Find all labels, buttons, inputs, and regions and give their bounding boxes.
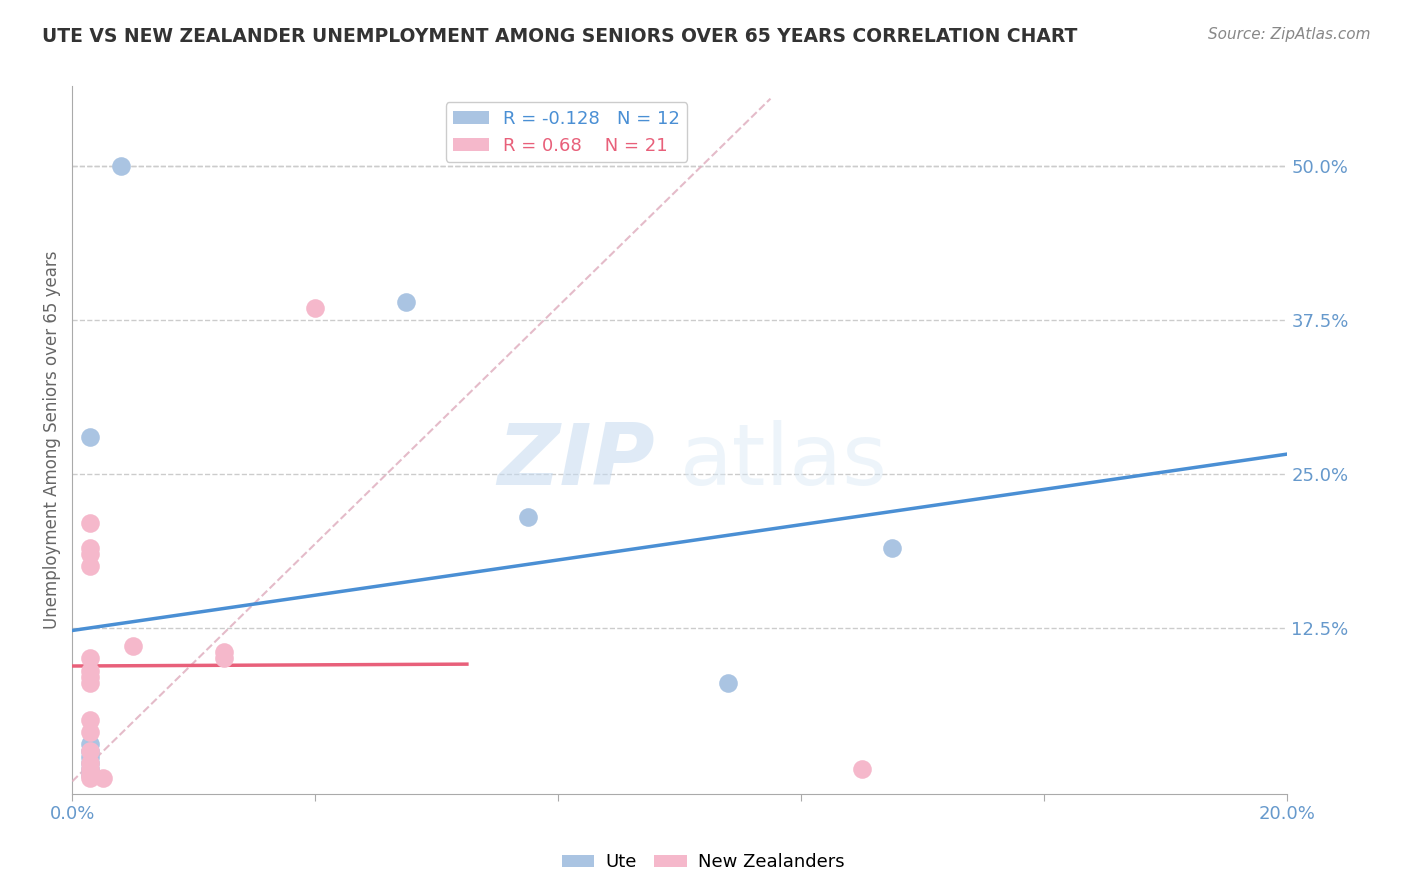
Point (79, 430, 101, 444)
Point (79, 749, 101, 764)
Point (880, 541, 903, 555)
Point (91, 771, 114, 785)
Point (79, 768, 101, 782)
Text: Source: ZipAtlas.com: Source: ZipAtlas.com (1208, 27, 1371, 42)
Legend: R = -0.128   N = 12, R = 0.68    N = 21: R = -0.128 N = 12, R = 0.68 N = 21 (446, 103, 688, 162)
Point (79, 771, 101, 785)
Point (79, 670, 101, 684)
Point (122, 639, 145, 653)
Point (79, 762, 101, 776)
Point (79, 541, 101, 555)
Point (79, 547, 101, 561)
Point (79, 713, 101, 727)
Point (212, 645, 235, 659)
Point (79, 738, 101, 752)
Point (395, 294, 418, 309)
Point (79, 762, 101, 776)
Point (79, 676, 101, 690)
Point (79, 744, 101, 758)
Point (79, 768, 101, 782)
Point (110, 159, 132, 173)
Text: UTE VS NEW ZEALANDER UNEMPLOYMENT AMONG SENIORS OVER 65 YEARS CORRELATION CHART: UTE VS NEW ZEALANDER UNEMPLOYMENT AMONG … (42, 27, 1077, 45)
Point (516, 509, 538, 524)
Point (851, 762, 873, 776)
Point (79, 756, 101, 770)
Point (79, 664, 101, 678)
Point (79, 559, 101, 574)
Point (79, 516, 101, 530)
Text: atlas: atlas (679, 420, 887, 503)
Point (717, 676, 740, 690)
Point (79, 725, 101, 739)
Y-axis label: Unemployment Among Seniors over 65 years: Unemployment Among Seniors over 65 years (44, 251, 60, 629)
Text: ZIP: ZIP (498, 420, 655, 503)
Legend: Ute, New Zealanders: Ute, New Zealanders (554, 847, 852, 879)
Point (79, 651, 101, 665)
Point (79, 756, 101, 770)
Point (79, 744, 101, 758)
Point (304, 301, 326, 315)
Point (212, 651, 235, 665)
